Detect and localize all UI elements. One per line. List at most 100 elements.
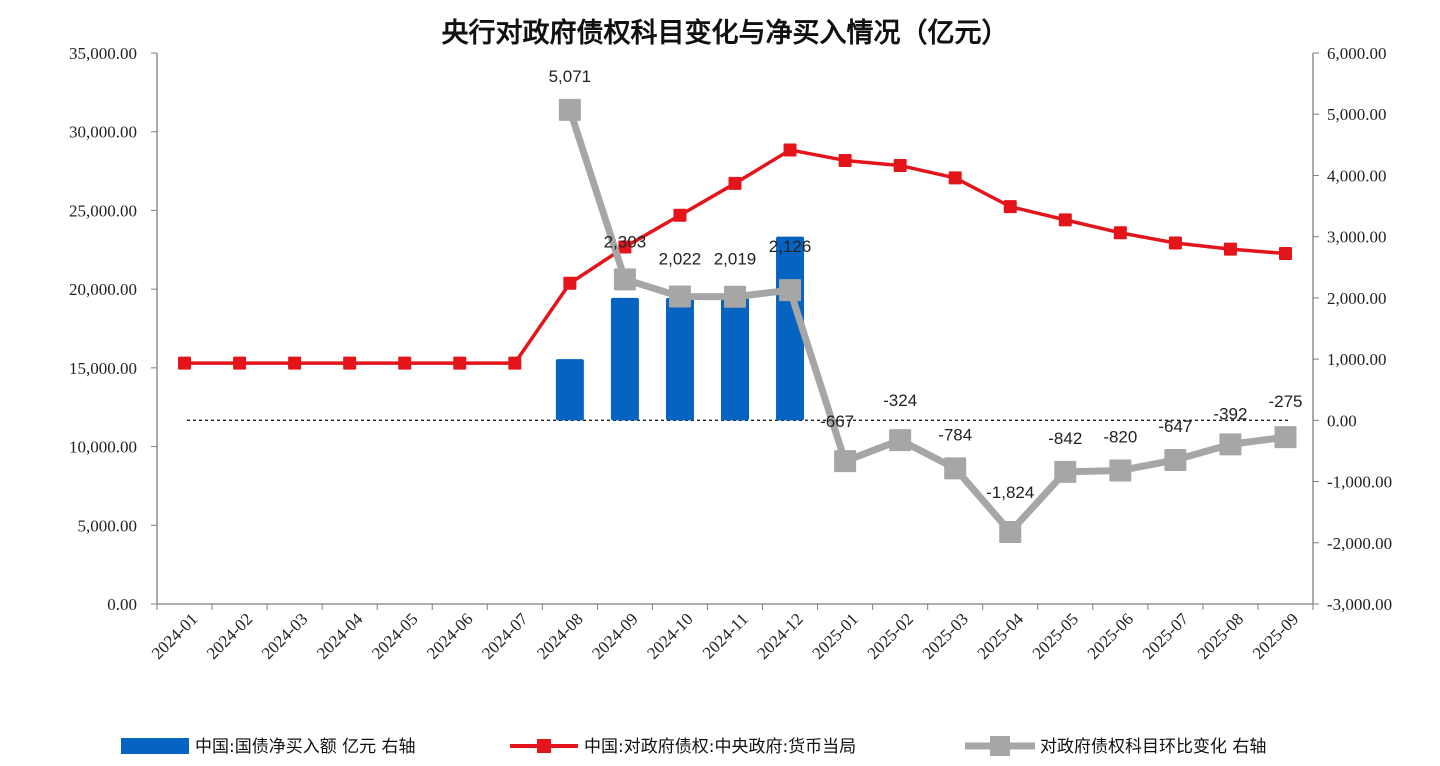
x-tick-label: 2024-10 xyxy=(643,609,697,663)
left-tick-label: 30,000.00 xyxy=(69,123,137,142)
data-label-2025-09: -275 xyxy=(1268,392,1302,411)
central-gov-claims-marker-2024-01 xyxy=(178,356,192,370)
data-label-2025-07: -647 xyxy=(1158,417,1192,436)
x-tick-label: 2025-08 xyxy=(1194,609,1248,663)
bar-2024-09 xyxy=(610,297,639,421)
bar-2024-11 xyxy=(721,297,749,421)
left-tick-label: 25,000.00 xyxy=(69,201,137,220)
x-tick-label: 2024-04 xyxy=(313,609,367,663)
right-tick-label: 5,000.00 xyxy=(1327,105,1387,124)
mom-change-marker-2024-11 xyxy=(724,285,746,308)
central-gov-claims-marker-2024-11 xyxy=(728,176,742,190)
legend-label-red: 中国:对政府债权:中央政府:货币当局 xyxy=(584,737,856,757)
data-label-2024-09: 2,303 xyxy=(604,232,647,251)
x-tick-label: 2024-07 xyxy=(478,609,532,663)
right-tick-label: 0.00 xyxy=(1327,411,1357,430)
bar-2024-08 xyxy=(555,359,584,421)
data-label-2025-05: -842 xyxy=(1048,429,1082,448)
data-label-2024-12: 2,126 xyxy=(769,237,812,256)
central-gov-claims-marker-2025-01 xyxy=(838,153,852,167)
mom-change-marker-2025-08 xyxy=(1219,433,1242,456)
left-tick-label: 10,000.00 xyxy=(69,438,137,457)
data-label-2025-08: -392 xyxy=(1213,404,1247,423)
x-tick-label: 2024-01 xyxy=(148,609,202,663)
left-tick-label: 35,000.00 xyxy=(69,44,137,63)
x-tick-label: 2024-08 xyxy=(533,609,587,663)
mom-change-marker-2024-08 xyxy=(558,98,581,121)
mom-change-marker-2025-06 xyxy=(1109,459,1132,482)
central-gov-claims-marker-2025-06 xyxy=(1113,226,1127,240)
right-tick-label: 1,000.00 xyxy=(1327,350,1387,369)
mom-change-marker-2025-02 xyxy=(889,429,912,452)
x-tick-label: 2024-05 xyxy=(368,609,422,663)
data-label-2025-02: -324 xyxy=(883,391,917,410)
left-tick-label: 20,000.00 xyxy=(69,280,137,299)
data-label-2025-03: -784 xyxy=(938,425,972,444)
right-tick-label: -1,000.00 xyxy=(1327,473,1392,492)
central-gov-claims-marker-2025-03 xyxy=(948,171,962,185)
data-label-2024-10: 2,022 xyxy=(659,250,702,269)
mom-change-marker-2025-04 xyxy=(999,521,1022,544)
left-tick-label: 15,000.00 xyxy=(69,359,137,378)
central-gov-claims-marker-2025-02 xyxy=(893,159,907,173)
central-gov-claims-marker-2025-07 xyxy=(1168,236,1182,250)
mom-change-marker-2024-09 xyxy=(613,268,636,291)
x-tick-label: 2024-09 xyxy=(588,609,642,663)
x-tick-label: 2025-09 xyxy=(1249,609,1303,663)
data-label-2024-08: 5,071 xyxy=(549,67,592,86)
mom-change-marker-2025-05 xyxy=(1054,460,1077,483)
x-tick-label: 2025-01 xyxy=(808,609,862,663)
mom-change-marker-2024-12 xyxy=(779,279,802,302)
mom-change-marker-2025-07 xyxy=(1164,448,1187,471)
right-tick-label: 2,000.00 xyxy=(1327,289,1387,308)
central-gov-claims-marker-2024-08 xyxy=(563,276,577,290)
legend-label-bar: 中国:国债净买入额 亿元 右轴 xyxy=(195,737,416,757)
data-label-2024-11: 2,019 xyxy=(714,250,757,269)
central-gov-claims-marker-2024-09 xyxy=(618,240,632,254)
x-tick-label: 2025-03 xyxy=(919,609,973,663)
x-tick-label: 2024-02 xyxy=(203,609,257,663)
data-label-2025-06: -820 xyxy=(1103,428,1137,447)
central-gov-claims-marker-2025-05 xyxy=(1058,213,1072,227)
central-gov-claims-marker-2024-07 xyxy=(508,356,522,370)
bar-2024-10 xyxy=(665,297,694,421)
central-gov-claims-marker-2024-04 xyxy=(343,356,357,370)
left-tick-label: 0.00 xyxy=(107,595,137,614)
x-tick-label: 2025-05 xyxy=(1029,609,1083,663)
right-tick-label: 3,000.00 xyxy=(1327,228,1387,247)
mom-change-marker-2025-03 xyxy=(944,457,967,480)
x-tick-label: 2024-06 xyxy=(423,609,477,663)
central-gov-claims-marker-2024-06 xyxy=(453,356,467,370)
central-gov-claims-marker-2024-02 xyxy=(233,356,247,370)
x-tick-label: 2025-06 xyxy=(1084,609,1138,663)
central-gov-claims-marker-2025-04 xyxy=(1003,200,1017,214)
x-tick-label: 2024-11 xyxy=(699,609,752,662)
data-label-2025-01: -667 xyxy=(820,412,854,431)
right-tick-label: -2,000.00 xyxy=(1327,534,1392,553)
central-gov-claims-marker-2024-12 xyxy=(783,143,797,157)
mom-change-marker-2025-01 xyxy=(834,450,857,473)
legend-bar-swatch xyxy=(121,738,189,754)
central-gov-claims-marker-2024-03 xyxy=(288,356,302,370)
right-tick-label: -3,000.00 xyxy=(1327,595,1392,614)
x-tick-label: 2025-02 xyxy=(863,609,917,663)
chart-title: 央行对政府债权科目变化与净买入情况（亿元） xyxy=(442,17,1009,49)
legend-red-marker xyxy=(537,739,551,753)
central-gov-claims-marker-2025-09 xyxy=(1278,246,1292,260)
left-tick-label: 5,000.00 xyxy=(78,516,138,535)
central-gov-claims-marker-2025-08 xyxy=(1223,242,1237,256)
data-label-2025-04: -1,824 xyxy=(986,483,1034,502)
legend-gray-marker xyxy=(990,736,1010,756)
x-tick-label: 2024-12 xyxy=(753,609,807,663)
right-tick-label: 4,000.00 xyxy=(1327,166,1387,185)
mom-change-marker-2025-09 xyxy=(1274,426,1297,449)
x-tick-label: 2024-03 xyxy=(258,609,312,663)
legend-label-gray: 对政府债权科目环比变化 右轴 xyxy=(1040,737,1266,757)
central-gov-claims-marker-2024-05 xyxy=(398,356,412,370)
x-tick-label: 2025-04 xyxy=(974,609,1028,663)
mom-change-marker-2024-10 xyxy=(668,285,691,308)
x-tick-label: 2025-07 xyxy=(1139,609,1193,663)
right-tick-label: 6,000.00 xyxy=(1327,44,1387,63)
central-gov-claims-marker-2024-10 xyxy=(673,208,687,222)
